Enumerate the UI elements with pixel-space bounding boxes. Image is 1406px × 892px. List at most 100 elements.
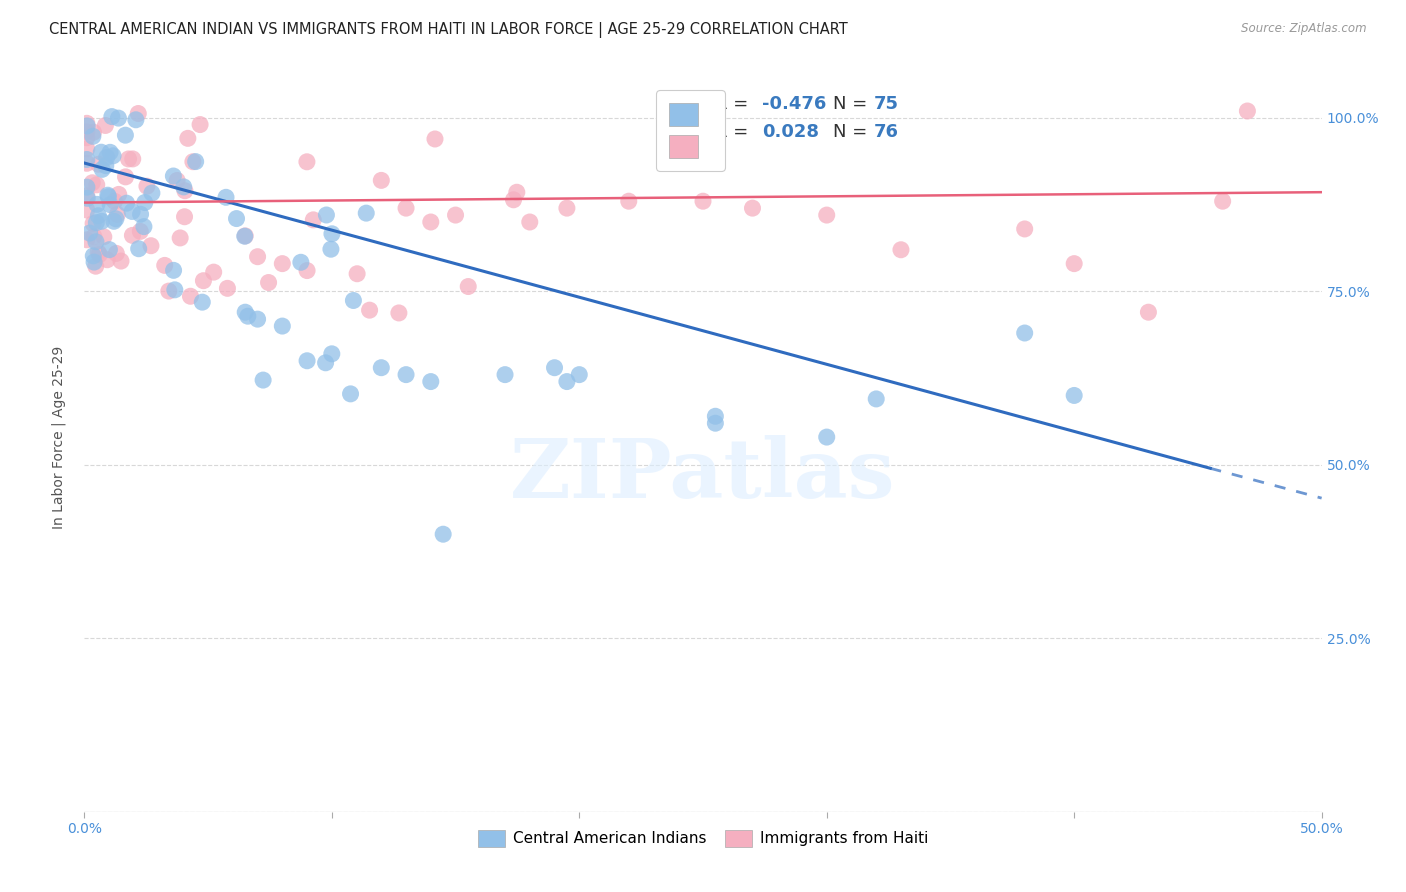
Point (132, 219, 155, 234)
Point (225, 211, 247, 226)
Point (233, 228, 256, 243)
Point (121, 228, 143, 243)
Point (115, 196, 138, 211)
Point (76, 153, 98, 167)
Point (129, 207, 152, 221)
Point (94, 159, 117, 173)
Point (865, 392, 887, 406)
Point (94, 119, 117, 133)
Point (191, 295, 214, 310)
Text: N =: N = (832, 95, 873, 112)
Point (104, 211, 127, 226)
Point (181, 154, 204, 169)
Point (423, 132, 446, 146)
Point (543, 360, 565, 375)
Point (354, 206, 377, 220)
Point (163, 283, 186, 297)
Point (114, 128, 136, 143)
Point (252, 373, 274, 387)
Point (321, 227, 343, 241)
Point (246, 250, 269, 264)
Point (136, 179, 159, 194)
Point (395, 368, 418, 382)
Text: CENTRAL AMERICAN INDIAN VS IMMIGRANTS FROM HAITI IN LABOR FORCE | AGE 25-29 CORR: CENTRAL AMERICAN INDIAN VS IMMIGRANTS FR… (49, 22, 848, 38)
Point (76, 116, 98, 130)
Point (84, 235, 107, 249)
Point (359, 303, 381, 318)
Point (82, 217, 104, 231)
Point (184, 154, 207, 169)
Point (233, 305, 256, 319)
Point (93, 229, 115, 244)
Point (76, 130, 98, 145)
Point (617, 194, 640, 209)
Point (315, 208, 337, 222)
Point (105, 207, 128, 221)
Point (125, 112, 148, 127)
Point (101, 110, 124, 124)
Point (173, 180, 195, 194)
Point (162, 169, 184, 183)
Point (174, 184, 197, 198)
Point (83, 255, 105, 269)
Point (271, 257, 294, 271)
Point (76, 233, 98, 247)
Point (370, 173, 392, 187)
Point (82, 129, 104, 144)
Point (555, 375, 578, 389)
Point (295, 353, 318, 368)
Point (86, 216, 108, 230)
Point (370, 360, 392, 375)
Point (233, 229, 256, 244)
Point (1063, 257, 1085, 271)
Point (271, 319, 294, 334)
Point (97, 188, 120, 202)
Point (91, 162, 114, 177)
Point (153, 259, 176, 273)
Point (890, 243, 912, 257)
Point (82, 249, 104, 263)
Point (1137, 305, 1160, 319)
Point (432, 527, 454, 541)
Text: ZIPatlas: ZIPatlas (510, 434, 896, 515)
Point (315, 356, 337, 370)
Point (84, 259, 107, 273)
Point (76, 191, 98, 205)
Point (555, 201, 578, 215)
Point (419, 375, 441, 389)
Point (76, 156, 98, 170)
Point (188, 118, 211, 132)
Point (76, 180, 98, 194)
Point (502, 193, 524, 207)
Point (86, 197, 108, 211)
Point (568, 368, 591, 382)
Text: R =: R = (716, 95, 755, 112)
Legend: Central American Indians, Immigrants from Haiti: Central American Indians, Immigrants fro… (471, 824, 935, 853)
Point (96, 252, 118, 267)
Point (117, 152, 139, 166)
Text: N =: N = (832, 123, 873, 141)
Point (82, 125, 104, 139)
Point (76, 119, 98, 133)
Point (129, 224, 152, 238)
Point (97, 190, 120, 204)
Point (704, 409, 727, 424)
Text: 75: 75 (873, 95, 898, 112)
Point (90, 145, 112, 160)
Text: Source: ZipAtlas.com: Source: ZipAtlas.com (1241, 22, 1367, 36)
Point (388, 306, 411, 320)
Point (90, 214, 112, 228)
Point (815, 208, 838, 222)
Point (236, 309, 259, 323)
Point (519, 215, 541, 229)
Point (346, 267, 368, 281)
Point (217, 281, 239, 295)
Point (395, 201, 418, 215)
Point (295, 154, 318, 169)
Point (98, 197, 121, 211)
Point (76, 125, 98, 139)
Point (96, 150, 118, 164)
Point (157, 284, 180, 298)
Point (76, 189, 98, 203)
Point (506, 186, 529, 200)
